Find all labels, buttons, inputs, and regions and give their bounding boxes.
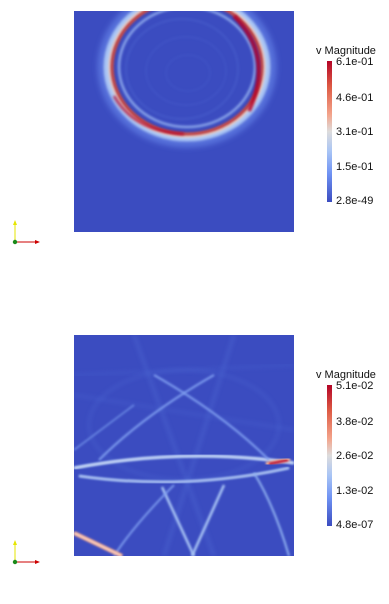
colorbar-tick-top-4: 2.8e-49: [336, 195, 374, 207]
top-render-view[interactable]: v Magnitude 6.1e-01 4.6e-01 3.1e-01 1.5e…: [0, 0, 389, 280]
legend-title-bottom: v Magnitude: [316, 369, 376, 381]
colorbar-tick-bottom-2: 2.6e-02: [336, 450, 374, 462]
legend-title-top: v Magnitude: [316, 45, 376, 57]
orientation-axes-icon: [10, 218, 42, 248]
orientation-axes-icon: [10, 538, 42, 568]
colorbar-tick-top-0: 6.1e-01: [336, 56, 374, 68]
field-plot-top[interactable]: [74, 11, 294, 232]
colorbar-tick-bottom-3: 1.3e-02: [336, 485, 374, 497]
colorbar-top: [327, 61, 332, 202]
field-plot-bottom[interactable]: [74, 335, 294, 556]
colorbar-tick-top-1: 4.6e-01: [336, 92, 374, 104]
colorbar-tick-top-2: 3.1e-01: [336, 126, 374, 138]
colorbar-tick-bottom-0: 5.1e-02: [336, 380, 374, 392]
bottom-render-view[interactable]: v Magnitude 5.1e-02 3.8e-02 2.6e-02 1.3e…: [0, 324, 389, 604]
colorbar-bottom: [327, 385, 332, 526]
colorbar-tick-bottom-1: 3.8e-02: [336, 416, 374, 428]
colorbar-tick-bottom-4: 4.8e-07: [336, 519, 374, 531]
colorbar-tick-top-3: 1.5e-01: [336, 161, 374, 173]
